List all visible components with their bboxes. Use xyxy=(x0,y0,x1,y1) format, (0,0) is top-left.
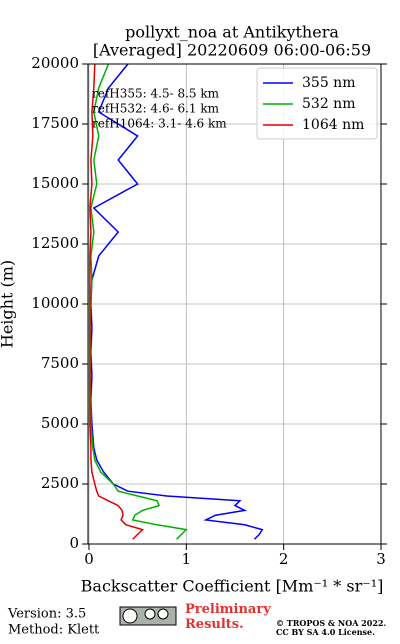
profile-line xyxy=(90,63,264,540)
plot-frame xyxy=(87,63,382,545)
chart-title: pollyxt_noa at Antikythera xyxy=(125,23,339,42)
y-axis-label: Height (m) xyxy=(0,260,17,348)
y-tick-label: 12500 xyxy=(31,234,79,252)
profile-line xyxy=(89,63,188,540)
x-axis-label: Backscatter Coefficient [Mm⁻¹ * sr⁻¹] xyxy=(81,577,384,596)
profile-line xyxy=(89,63,144,540)
legend-label: 1064 nm xyxy=(302,117,364,133)
y-tick-label: 2500 xyxy=(41,474,79,492)
annotation: refH532: 4.6- 6.1 km xyxy=(92,102,220,116)
y-tick-label: 10000 xyxy=(31,294,79,312)
legend-label: 355 nm xyxy=(302,75,355,91)
annotation: refH1064: 3.1- 4.6 km xyxy=(92,117,227,131)
preliminary: Preliminary Results. xyxy=(185,602,271,632)
y-tick-label: 7500 xyxy=(41,354,79,372)
x-tick-label: 1 xyxy=(182,550,192,568)
cc-logo xyxy=(119,606,177,626)
x-tick-label: 3 xyxy=(376,550,386,568)
license: CC BY SA 4.0 License. xyxy=(276,627,375,637)
x-tick-label: 0 xyxy=(84,550,94,568)
y-tick-label: 20000 xyxy=(31,54,79,72)
x-tick-label: 2 xyxy=(279,550,289,568)
y-tick-label: 0 xyxy=(69,534,79,552)
legend-label: 532 nm xyxy=(302,96,355,112)
method: Method: Klett xyxy=(8,623,100,638)
legend-box xyxy=(256,67,378,140)
version: Version: 3.5 xyxy=(7,607,86,622)
y-tick-label: 15000 xyxy=(31,174,79,192)
chart-subtitle: [Averaged] 20220609 06:00-06:59 xyxy=(93,41,371,60)
annotation: refH355: 4.5- 8.5 km xyxy=(92,87,220,101)
copyright: © TROPOS & NOA 2022. xyxy=(276,618,386,628)
y-tick-label: 17500 xyxy=(31,114,79,132)
y-tick-label: 5000 xyxy=(41,414,79,432)
